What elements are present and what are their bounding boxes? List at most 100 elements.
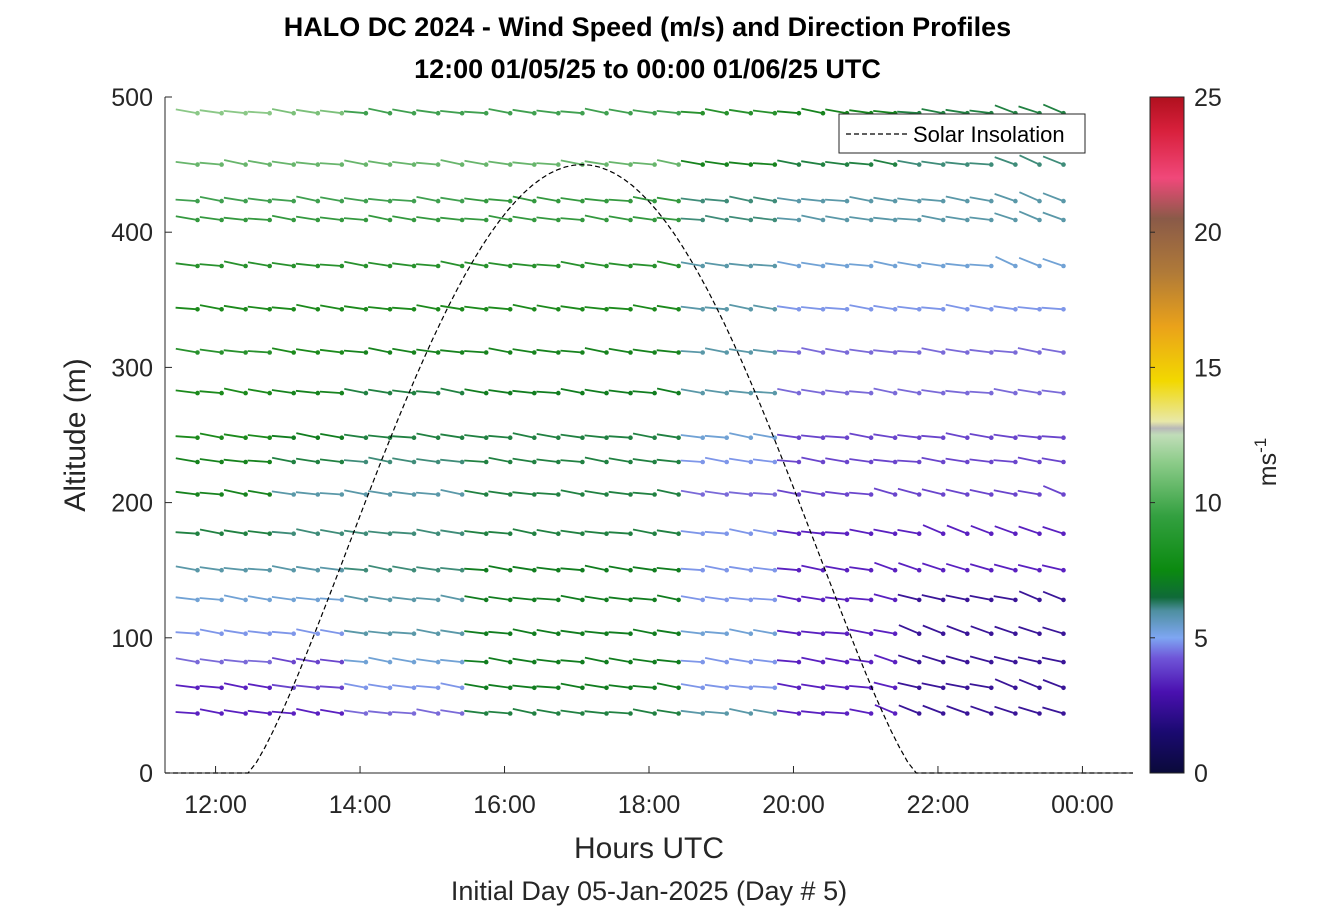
wind-barb-dot — [868, 459, 874, 465]
wind-barb-dot — [916, 198, 922, 204]
wind-barb-dot — [916, 217, 922, 223]
wind-barb-dot — [267, 435, 273, 441]
wind-barb-dot — [676, 659, 681, 665]
wind-barb — [343, 629, 367, 635]
wind-barb — [632, 708, 655, 715]
wind-barbs-layer — [175, 103, 1066, 716]
wind-barb — [994, 104, 1016, 115]
wind-barb-dot — [580, 390, 585, 396]
wind-barb-dot — [339, 435, 345, 441]
wind-barb-dot — [387, 711, 393, 716]
wind-barb — [416, 491, 439, 496]
wind-barb-dot — [1037, 435, 1042, 441]
wind-barb — [416, 263, 439, 267]
wind-barb-dot — [459, 198, 465, 204]
wind-barb-dot — [532, 711, 537, 716]
wind-barb-dot — [339, 162, 345, 167]
wind-barb-dot — [1061, 198, 1066, 204]
colorbar-tick-label: 15 — [1194, 354, 1222, 382]
wind-barb — [921, 214, 944, 221]
wind-barb — [656, 304, 679, 311]
wind-barb — [320, 433, 342, 439]
wind-barb-dot — [965, 307, 970, 312]
wind-barb-dot — [507, 110, 513, 116]
wind-barb-dot — [868, 198, 874, 204]
wind-barb — [801, 261, 824, 267]
wind-barb — [440, 682, 463, 689]
wind-barb-dot — [796, 110, 802, 116]
wind-barb — [752, 458, 775, 463]
wind-barb-dot — [1013, 659, 1018, 665]
wind-barb — [271, 630, 294, 635]
wind-barb — [247, 595, 270, 601]
wind-barb-dot — [989, 307, 994, 312]
wind-barb-dot — [411, 110, 417, 116]
wind-barb — [729, 708, 751, 715]
wind-barb — [464, 595, 487, 601]
wind-barb — [704, 262, 727, 267]
wind-barb-dot — [580, 659, 585, 665]
y-axis-label: Altitude (m) — [59, 358, 92, 511]
wind-barb — [873, 433, 896, 439]
wind-barb — [295, 596, 318, 601]
wind-barb — [608, 215, 631, 221]
wind-barb — [752, 348, 775, 354]
wind-barb — [584, 490, 607, 496]
wind-barb — [801, 347, 824, 354]
wind-barb-dot — [820, 307, 826, 312]
wind-barb-dot — [604, 631, 609, 636]
wind-barb — [560, 197, 583, 202]
wind-barb-dot — [892, 685, 898, 691]
wind-barb — [801, 595, 824, 601]
wind-barb-dot — [1061, 711, 1066, 716]
wind-barb — [945, 562, 968, 572]
wind-barb-dot — [580, 531, 585, 536]
y-tick-label: 200 — [111, 490, 153, 518]
wind-barb — [945, 215, 968, 221]
wind-barb — [560, 659, 583, 663]
wind-barb — [247, 197, 270, 202]
wind-barb-dot — [339, 390, 345, 396]
wind-barb — [536, 263, 559, 267]
wind-barb-dot — [483, 597, 489, 603]
wind-barb — [223, 159, 246, 166]
wind-barb-dot — [724, 597, 729, 603]
wind-barb — [560, 159, 583, 166]
wind-barb-dot — [892, 263, 898, 269]
wind-barb-dot — [700, 531, 705, 536]
wind-barb — [584, 530, 607, 535]
wind-barb-dot — [243, 567, 248, 573]
wind-barb-dot — [291, 217, 297, 223]
wind-barb-dot — [532, 531, 537, 536]
wind-barb — [199, 304, 222, 311]
wind-barb — [536, 216, 559, 221]
wind-barb — [921, 594, 944, 601]
wind-barb — [801, 490, 824, 496]
wind-barb-dot — [532, 263, 537, 269]
wind-barb-dot — [628, 435, 633, 441]
wind-barb — [608, 161, 631, 166]
wind-barb-dot — [532, 567, 537, 573]
wind-barb — [320, 529, 342, 535]
wind-barb-dot — [1013, 435, 1018, 441]
wind-barb-dot — [772, 685, 778, 691]
wind-barb — [584, 347, 607, 354]
wind-barb-dot — [604, 659, 609, 665]
colorbar-tick-label: 5 — [1194, 625, 1208, 653]
wind-barb-dot — [892, 711, 898, 716]
wind-barb — [368, 160, 391, 166]
wind-barb — [825, 198, 848, 202]
wind-barb-dot — [339, 531, 345, 536]
wind-barb — [873, 349, 896, 354]
wind-barb — [680, 110, 703, 115]
wind-barb-dot — [868, 350, 874, 355]
wind-barb — [897, 110, 920, 115]
wind-barb — [969, 683, 992, 689]
wind-barb — [801, 388, 824, 394]
wind-barb — [199, 216, 222, 221]
wind-barb — [512, 708, 535, 715]
wind-barb — [368, 564, 391, 572]
wind-barb — [849, 304, 872, 311]
wind-barb — [945, 682, 968, 689]
wind-barb — [175, 457, 198, 463]
